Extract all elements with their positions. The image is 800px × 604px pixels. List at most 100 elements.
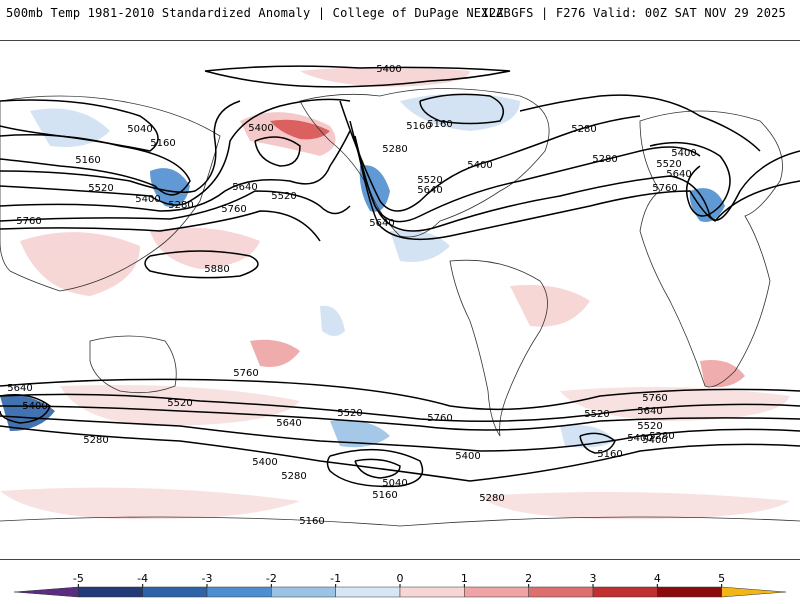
contour-label: 5160 — [75, 155, 100, 166]
colorbar-segment — [399, 586, 465, 598]
contour-label: 5520 — [584, 409, 609, 420]
contour-5640-south — [0, 393, 800, 422]
colorbar-tick-label: 4 — [654, 572, 661, 585]
contour-label: 5520 — [271, 191, 296, 202]
contour-label: 5400 — [252, 457, 277, 468]
colorbar-tick-label: -2 — [266, 572, 277, 585]
contour-5880 — [144, 250, 259, 279]
warm-anomaly-pacific — [150, 227, 260, 269]
colorbar-segment — [13, 586, 79, 598]
anomaly-map: 5400 5040 5160 5160 5160 5400 5280 5400 … — [0, 40, 800, 560]
contour-low-south-atlantic — [579, 432, 616, 454]
colorbar-segment — [528, 586, 594, 598]
contour-label: 5160 — [406, 121, 431, 132]
contour-label: 5760 — [427, 413, 452, 424]
model-run-info: 12Z GFS | F276 Valid: 00Z SAT NOV 29 202… — [481, 6, 786, 20]
colorbar-segment — [206, 586, 272, 598]
warm-anomaly-asia — [20, 232, 140, 296]
warm-anomaly-south-america — [510, 285, 590, 327]
warm-anomaly-africa — [700, 360, 745, 388]
contour-label: 5760 — [642, 393, 667, 404]
colorbar-tick-label: -1 — [330, 572, 341, 585]
contour-label: 5280 — [479, 493, 504, 504]
contour-labels: 5400 5040 5160 5160 5160 5400 5280 5400 … — [7, 64, 696, 527]
map-title: 500mb Temp 1981-2010 Standardized Anomal… — [6, 6, 511, 20]
contour-5160-canada — [419, 93, 505, 125]
cool-anomaly-south-pacific — [330, 420, 390, 448]
contour-label: 5400 — [22, 401, 47, 412]
contour-label: 5640 — [276, 418, 301, 429]
contour-5760-na — [357, 150, 800, 241]
contour-label: 5400 — [671, 148, 696, 159]
colorbar-tick-label: 0 — [397, 572, 404, 585]
contour-label: 5760 — [16, 216, 41, 227]
contour-5280-asia — [0, 100, 241, 193]
colorbar-tick-label: -5 — [73, 572, 84, 585]
warm-anomaly-antarctic-2 — [480, 492, 790, 520]
contour-5040-asia — [0, 99, 159, 152]
north-america-outline — [299, 88, 550, 238]
coastlines — [0, 88, 800, 527]
contour-label: 5640 — [369, 218, 394, 229]
contour-low-south-pacific-inner — [354, 458, 401, 479]
warm-anomaly-antarctic — [0, 487, 300, 520]
colorbar-segment — [592, 586, 658, 598]
contour-5760-asia — [0, 210, 321, 242]
contour-label: 5640 — [232, 182, 257, 193]
contour-5280-europe — [519, 94, 761, 152]
warm-anomaly-south-pacific — [250, 339, 300, 367]
contour-label: 5280 — [382, 144, 407, 155]
contour-low-south-indian — [0, 394, 51, 424]
colorbar-tick-label: 3 — [590, 572, 597, 585]
contour-5400-north — [204, 65, 511, 88]
contour-label: 5760 — [652, 183, 677, 194]
colorbar-segment — [271, 586, 336, 598]
contour-label: 5640 — [417, 185, 442, 196]
cool-anomaly-east-asia — [150, 168, 190, 207]
contour-low-alaska — [254, 136, 301, 167]
contour-5400-asia — [0, 98, 351, 206]
contour-label: 5760 — [233, 368, 258, 379]
contour-label: 5640 — [637, 406, 662, 417]
contour-label: 5640 — [666, 169, 691, 180]
cool-anomaly-siberia — [30, 108, 110, 147]
contour-label: 5280 — [592, 154, 617, 165]
contour-label: 5160 — [150, 138, 175, 149]
contour-5640-na — [354, 135, 800, 232]
height-contours — [0, 65, 800, 488]
contour-label: 5520 — [337, 408, 362, 419]
cool-anomaly-pacific-center — [320, 305, 345, 336]
contour-label: 5520 — [417, 175, 442, 186]
contour-label: 5160 — [597, 449, 622, 460]
contour-label: 5400 — [376, 64, 401, 75]
colorbar-tick-label: -4 — [137, 572, 148, 585]
contour-label: 5280 — [83, 435, 108, 446]
warm-anomaly-alaska-core — [270, 119, 330, 140]
colorbar-segment — [657, 586, 722, 598]
contour-label: 5160 — [372, 490, 397, 501]
colorbar-segment — [142, 586, 208, 598]
contour-5520-south — [0, 405, 800, 431]
contour-label: 5400 — [455, 451, 480, 462]
contour-5400-europe — [649, 141, 731, 217]
europe-africa-outline — [639, 110, 783, 388]
contour-label: 5520 — [637, 421, 662, 432]
contour-label: 5880 — [204, 264, 229, 275]
antarctica-outline — [0, 516, 800, 527]
map-canvas: 5400 5040 5160 5160 5160 5400 5280 5400 … — [0, 64, 800, 527]
anomaly-shading — [0, 67, 790, 520]
contour-5400-na — [339, 100, 641, 212]
contour-label: 5040 — [382, 478, 407, 489]
contour-label: 5400 — [248, 123, 273, 134]
contour-label: 5280 — [281, 471, 306, 482]
contour-low-south-pacific — [326, 448, 424, 488]
south-america-outline — [449, 259, 548, 437]
contour-5760-south — [0, 378, 800, 411]
contour-label: 5040 — [127, 124, 152, 135]
asia-outline — [0, 95, 221, 292]
colorbar-segment — [464, 586, 529, 598]
colorbar-segment — [335, 586, 401, 598]
colorbar-tick-label: 1 — [461, 572, 468, 585]
contour-5280-south — [0, 425, 800, 482]
contour-label: 5520 — [656, 159, 681, 170]
